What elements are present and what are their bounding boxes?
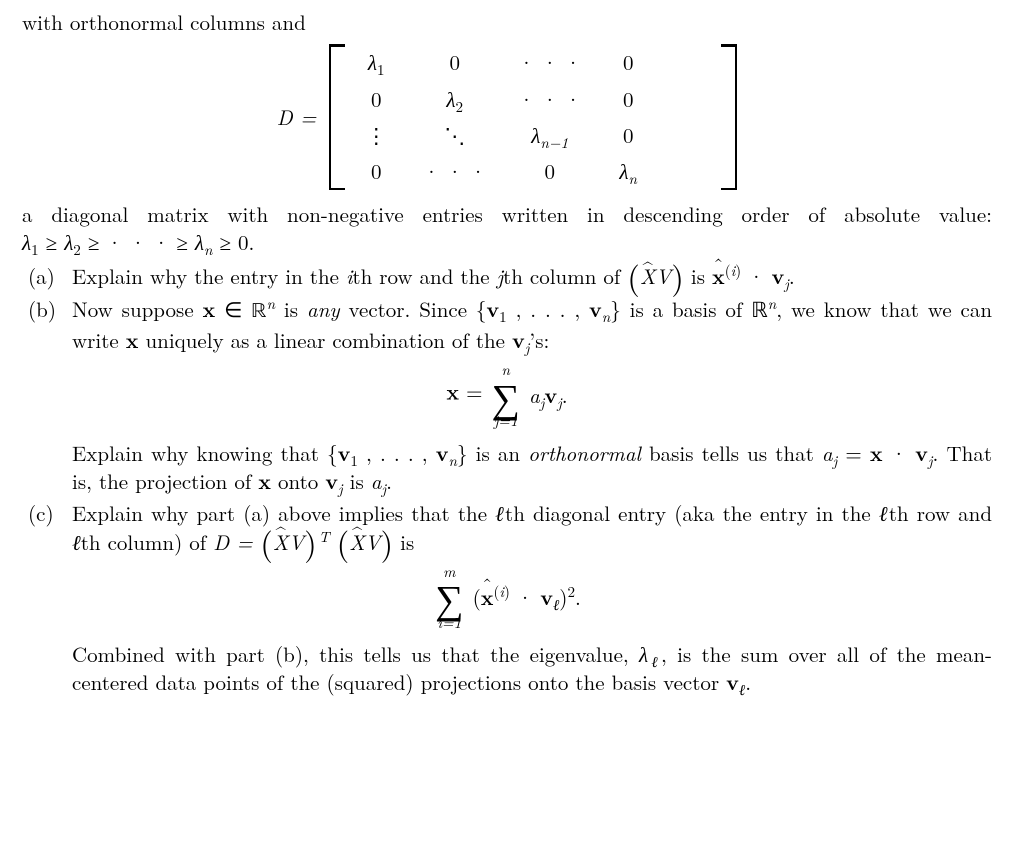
item-b: (b) Now suppose x ∈ ℝn is any vector. Si… (22, 295, 992, 355)
x-hat-matrix-icon: X (640, 262, 656, 290)
x-hat-vector-icon: x (481, 583, 494, 611)
x-hat-matrix-icon: X (273, 528, 289, 556)
XV-expr: (XV) (627, 261, 691, 291)
matrix-body: λ1 0 · · · 0 0 λ2 · · · 0 ⋮ ⋱ λn−1 (329, 44, 737, 189)
right-bracket-icon (721, 44, 737, 189)
label-c: (c) (22, 499, 72, 556)
matrix-display: D = λ1 0 · · · 0 0 λ2 · · · 0 (22, 44, 992, 189)
left-bracket-icon (329, 44, 345, 189)
body-b: Now suppose x ∈ ℝn is any vector. Since … (72, 295, 992, 355)
intro2-text: a diagonal matrix with non-negative entr… (22, 199, 992, 229)
diagonal-matrix: λ1 0 · · · 0 0 λ2 · · · 0 ⋮ ⋱ λn−1 (345, 44, 721, 189)
c-conclusion: Combined with part (b), this tells us th… (72, 640, 992, 697)
matrix-lhs: D = (277, 103, 316, 131)
x-hat-vector-icon: x (712, 262, 725, 290)
D-eq-XV: D = (XV)T (XV) (213, 527, 400, 557)
label-a: (a) (22, 262, 72, 290)
c-sum-display: m ∑ i=1 (x(i) · vℓ)2. (22, 564, 992, 630)
intro-line-1: with orthonormal columns and (22, 8, 992, 36)
x-hat-matrix-icon: X (349, 528, 365, 556)
sigma-icon: n ∑ j=1 (492, 362, 520, 428)
body-c: Explain why part (a) above implies that … (72, 499, 992, 556)
intro-line-2: a diagonal matrix with non-negative entr… (22, 200, 992, 257)
label-b: (b) (22, 295, 72, 355)
body-a: Explain why the entry in the ith row and… (72, 262, 992, 290)
item-a: (a) Explain why the entry in the ith row… (22, 262, 992, 290)
eigenvalue-order: λ1 ≥ λ2 ≥ · · · ≥ λn ≥ 0. (22, 227, 254, 257)
b-para2: Explain why knowing that {v1 , . . . , v… (72, 439, 992, 496)
item-c: (c) Explain why part (a) above implies t… (22, 499, 992, 556)
b-sum-display: x = n ∑ j=1 ajvj. (22, 362, 992, 428)
sigma-icon: m ∑ i=1 (435, 564, 463, 630)
